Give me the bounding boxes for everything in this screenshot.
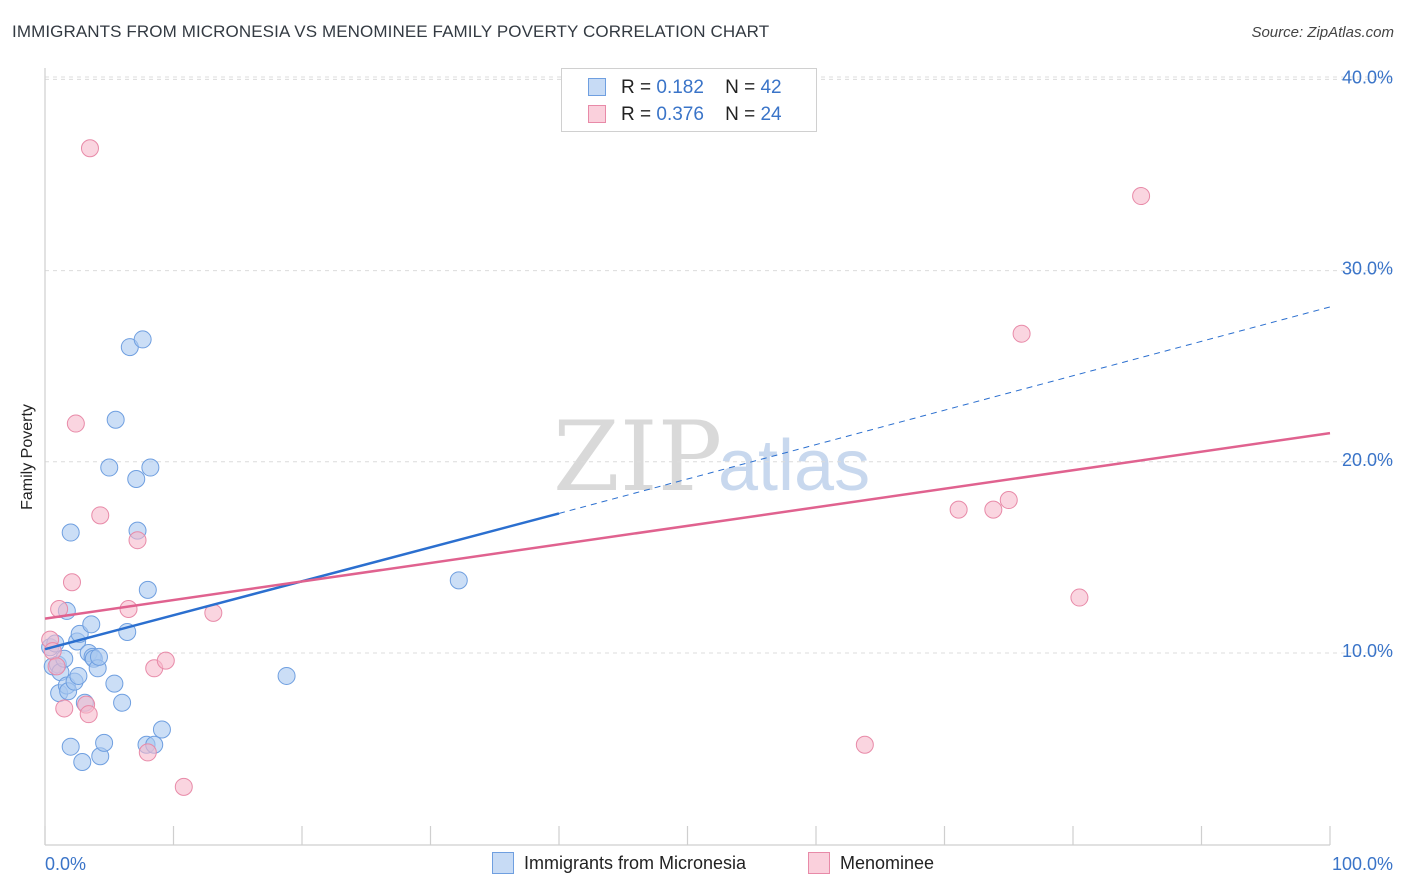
y-tick-label: 10.0% (1342, 641, 1393, 661)
micronesia-point (69, 666, 88, 685)
menominee-trend-line (44, 431, 1331, 620)
legend-r-value: 0.376 (656, 104, 704, 125)
menominee-point (119, 600, 138, 619)
menominee-point (1012, 324, 1031, 343)
menominee-point (128, 531, 147, 550)
micronesia-point (100, 458, 119, 477)
menominee-point (47, 657, 66, 676)
source-credit: Source: ZipAtlas.com (1251, 24, 1394, 41)
legend-swatch-blue (492, 852, 514, 874)
legend-n-label: N = (725, 104, 756, 125)
micronesia-point (277, 666, 296, 685)
menominee-point (1132, 187, 1151, 206)
legend-swatch-pink (808, 852, 830, 874)
trend-lines (44, 306, 1331, 651)
watermark-atlas: atlas (718, 426, 870, 506)
y-tick-label: 20.0% (1342, 450, 1393, 470)
micronesia-point (89, 647, 108, 666)
data-points (41, 139, 1151, 796)
menominee-point (62, 573, 81, 592)
menominee-point (55, 699, 74, 718)
y-tick-label: 30.0% (1342, 259, 1393, 279)
menominee-point (984, 500, 1003, 519)
micronesia-point (73, 752, 92, 771)
micronesia-point (61, 737, 80, 756)
legend-r-label: R = (621, 104, 652, 125)
legend-label: Menominee (840, 853, 935, 873)
gridlines (45, 76, 1392, 654)
tick-labels: 10.0% 20.0% 30.0% 40.0% 0.0% 100.0% (45, 67, 1393, 874)
legend-swatch-pink (588, 105, 606, 123)
micronesia-point (127, 470, 146, 489)
x-tick-label-min: 0.0% (45, 854, 86, 874)
legend-swatch-blue (588, 78, 606, 96)
micronesia-point (138, 580, 157, 599)
menominee-point (949, 500, 968, 519)
micronesia-point (106, 410, 125, 429)
micronesia-point (82, 615, 101, 634)
micronesia-point (95, 733, 114, 752)
micronesia-point (105, 674, 124, 693)
micronesia-trend-extension (558, 306, 1331, 514)
axes (44, 68, 1331, 846)
micronesia-point (152, 720, 171, 739)
menominee-point (156, 651, 175, 670)
menominee-point (138, 743, 157, 762)
watermark: ZIP atlas (553, 401, 870, 513)
menominee-point (855, 735, 874, 754)
legend-n-value: 42 (760, 77, 782, 98)
menominee-point (91, 506, 110, 525)
micronesia-point (449, 571, 468, 590)
legend-n-label: N = (725, 77, 756, 98)
micronesia-point (113, 693, 132, 712)
y-tick-label: 40.0% (1342, 67, 1393, 87)
micronesia-point (61, 523, 80, 542)
correlation-legend: R = 0.182 N = 42 R = 0.376 N = 24 (561, 68, 817, 132)
watermark-zip: ZIP (553, 401, 722, 513)
micronesia-point (141, 458, 160, 477)
legend-r-value: 0.182 (656, 77, 704, 98)
legend-label: Immigrants from Micronesia (524, 853, 747, 873)
menominee-point (80, 139, 99, 158)
menominee-point (174, 777, 193, 796)
menominee-point (1070, 588, 1089, 607)
menominee-point (79, 705, 98, 724)
series-legend-menominee: Menominee (808, 852, 934, 874)
legend-r-label: R = (621, 77, 652, 98)
menominee-point (66, 414, 85, 433)
series-legend-micronesia: Immigrants from Micronesia (492, 852, 746, 874)
chart-title: IMMIGRANTS FROM MICRONESIA VS MENOMINEE … (12, 22, 770, 41)
micronesia-point (133, 330, 152, 349)
menominee-point (999, 491, 1018, 510)
legend-n-value: 24 (760, 104, 782, 125)
x-tick-label-max: 100.0% (1332, 854, 1393, 874)
